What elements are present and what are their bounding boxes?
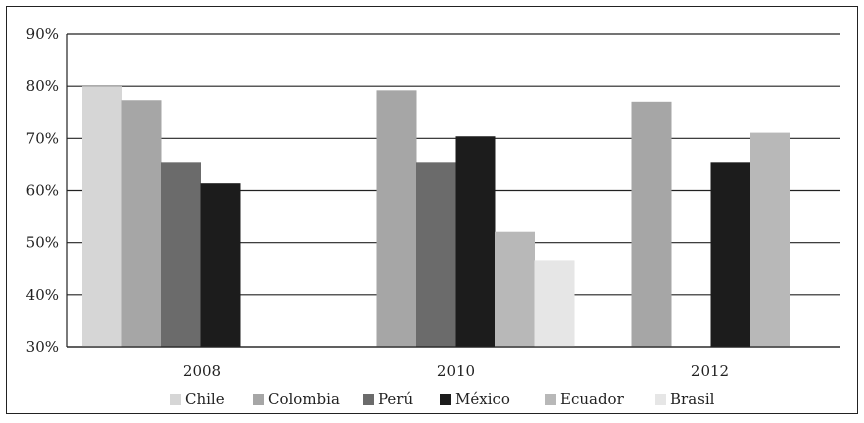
legend-swatch-ecuador [545, 394, 556, 405]
x-tick-label: 2010 [437, 362, 475, 380]
bar-brasil-2010 [534, 260, 575, 347]
bars [67, 86, 840, 348]
bar-colombia-2008 [121, 100, 162, 347]
bar-perú-2010 [416, 162, 456, 347]
legend-label-méxico: México [455, 390, 510, 408]
bar-méxico-2010 [455, 136, 496, 347]
bar-ecuador-2010 [495, 231, 535, 347]
x-tick-label: 2008 [183, 362, 221, 380]
legend-swatch-perú [363, 394, 374, 405]
bar-perú-2008 [161, 162, 201, 347]
y-tick-label: 90% [26, 25, 59, 43]
legend-label-ecuador: Ecuador [560, 390, 625, 408]
bar-colombia-2012 [631, 101, 672, 347]
bar-colombia-2010 [376, 90, 417, 347]
x-axis-ticks: 2008 2010 2012 [183, 362, 729, 380]
legend-label-brasil: Brasil [670, 390, 715, 408]
bar-ecuador-2012 [750, 132, 790, 347]
chart-frame: 30% 40% 50% 60% 70% 80% 90% 2008 2010 2012 Chile… [6, 6, 858, 414]
legend-swatch-colombia [253, 394, 264, 405]
legend-label-perú: Perú [378, 390, 413, 408]
y-tick-label: 60% [26, 182, 59, 200]
y-tick-label: 40% [26, 286, 59, 304]
x-tick-label: 2012 [691, 362, 729, 380]
bar-méxico-2012 [710, 162, 751, 347]
legend-label-chile: Chile [185, 390, 225, 408]
y-tick-label: 30% [26, 338, 59, 356]
legend-swatch-brasil [655, 394, 666, 405]
bar-méxico-2008 [200, 183, 241, 347]
y-tick-label: 70% [26, 129, 59, 147]
legend-label-colombia: Colombia [268, 390, 340, 408]
bar-chart: 30% 40% 50% 60% 70% 80% 90% 2008 2010 2012 Chile… [26, 25, 840, 408]
y-tick-label: 80% [26, 77, 59, 95]
legend: Chile Colombia Perú México Ecuador Brasil [170, 390, 715, 408]
y-axis-ticks: 30% 40% 50% 60% 70% 80% 90% [26, 25, 59, 356]
legend-swatch-chile [170, 394, 181, 405]
legend-swatch-méxico [440, 394, 451, 405]
bar-chile-2008 [82, 86, 122, 348]
y-tick-label: 50% [26, 234, 59, 252]
